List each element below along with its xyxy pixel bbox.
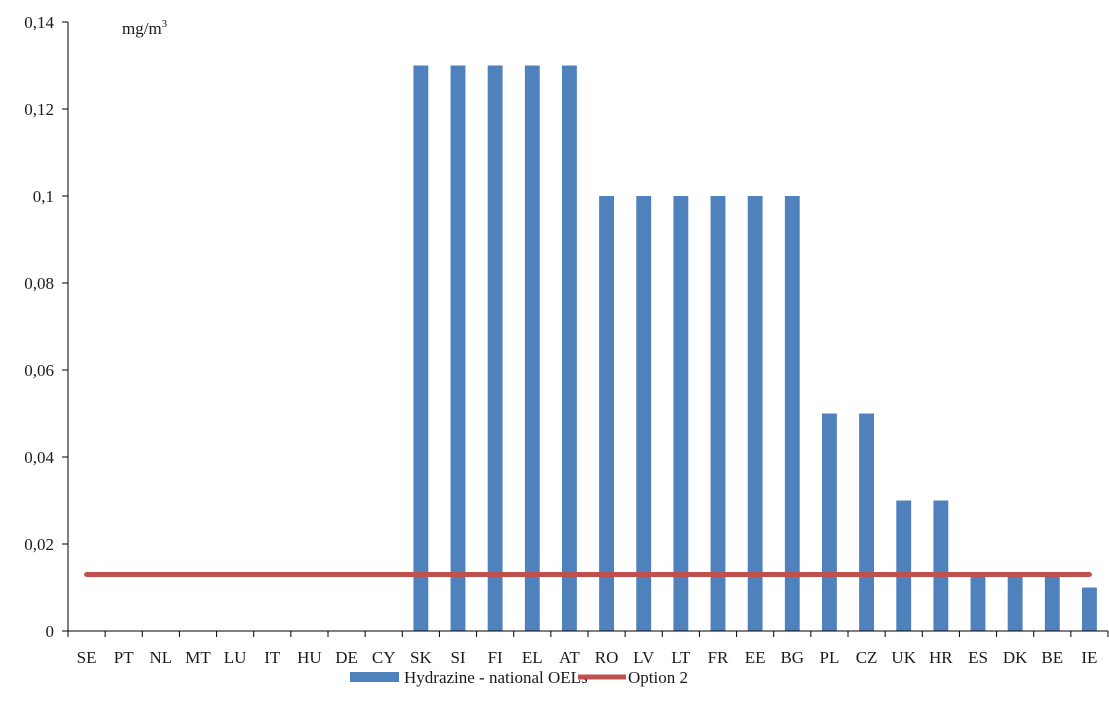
x-tick-label: ES [968, 648, 988, 667]
x-tick-label: SK [410, 648, 432, 667]
unit-label: mg/m3 [122, 18, 168, 38]
bar-ie [1082, 587, 1097, 631]
bar-ro [599, 196, 614, 631]
bar-fi [487, 65, 503, 631]
x-tick-label: LT [671, 648, 691, 667]
y-tick-label: 0,08 [24, 274, 54, 293]
legend-bar-swatch [350, 672, 399, 682]
x-tick-label: NL [150, 648, 173, 667]
bar-pl [822, 413, 837, 631]
legend: Hydrazine - national OELs Option 2 [350, 668, 688, 687]
x-tick-label: IE [1081, 648, 1097, 667]
x-axis: SE PT NL MT LU IT HU DE CY SK SI FI EL AT RO LV LT FR EE BG… [67, 630, 1109, 667]
x-tick-label: BE [1041, 648, 1063, 667]
bar-lt [673, 196, 689, 631]
y-axis: 0 0,02 0,04 0,06 0,08 0,1 0,12 0,14 [24, 13, 69, 641]
x-tick-label: SE [77, 648, 97, 667]
x-tick-label: MT [185, 648, 211, 667]
bar-at [562, 65, 577, 631]
unit-base: mg/m [122, 19, 162, 38]
bar-be [1044, 574, 1060, 631]
y-tick-label: 0,1 [33, 187, 54, 206]
bar-dk [1007, 574, 1023, 631]
legend-bar-label: Hydrazine - national OELs [404, 668, 588, 687]
y-tick-label: 0,12 [24, 100, 54, 119]
x-tick-label: CZ [856, 648, 878, 667]
x-tick-label: IT [264, 648, 281, 667]
x-tick-label: PT [114, 648, 134, 667]
y-tick-label: 0 [46, 622, 55, 641]
unit-superscript: 3 [162, 18, 168, 30]
x-tick-label: EE [745, 648, 766, 667]
x-tick-label: HR [929, 648, 953, 667]
bar-lv [636, 196, 652, 631]
bar-fr [710, 196, 726, 631]
x-tick-label: LU [224, 648, 247, 667]
x-tick-label: PL [820, 648, 840, 667]
x-tick-label: EL [522, 648, 543, 667]
x-tick-label: FR [708, 648, 729, 667]
x-tick-label: AT [559, 648, 580, 667]
bar-uk [896, 500, 912, 631]
bar-bg [784, 196, 800, 631]
x-tick-label: UK [891, 648, 916, 667]
x-tick-label: BG [780, 648, 804, 667]
x-tick-label: HU [297, 648, 322, 667]
x-tick-label: LV [633, 648, 655, 667]
x-tick-label: RO [595, 648, 619, 667]
y-tick-label: 0,06 [24, 361, 54, 380]
bar-cz [859, 413, 874, 631]
bar-hr [933, 500, 949, 631]
x-tick-label: DK [1003, 648, 1028, 667]
x-tick-label: FI [488, 648, 503, 667]
bars [413, 65, 1097, 631]
bar-el [524, 65, 540, 631]
y-tick-label: 0,02 [24, 535, 54, 554]
y-tick-label: 0,04 [24, 448, 54, 467]
x-tick-label: SI [450, 648, 465, 667]
x-tick-label: CY [372, 648, 396, 667]
bar-ee [747, 196, 763, 631]
y-tick-label: 0,14 [24, 13, 54, 32]
bar-si [450, 65, 466, 631]
bar-sk [413, 65, 429, 631]
legend-line-label: Option 2 [628, 668, 688, 687]
bar-es [970, 574, 986, 631]
x-tick-label: DE [335, 648, 358, 667]
